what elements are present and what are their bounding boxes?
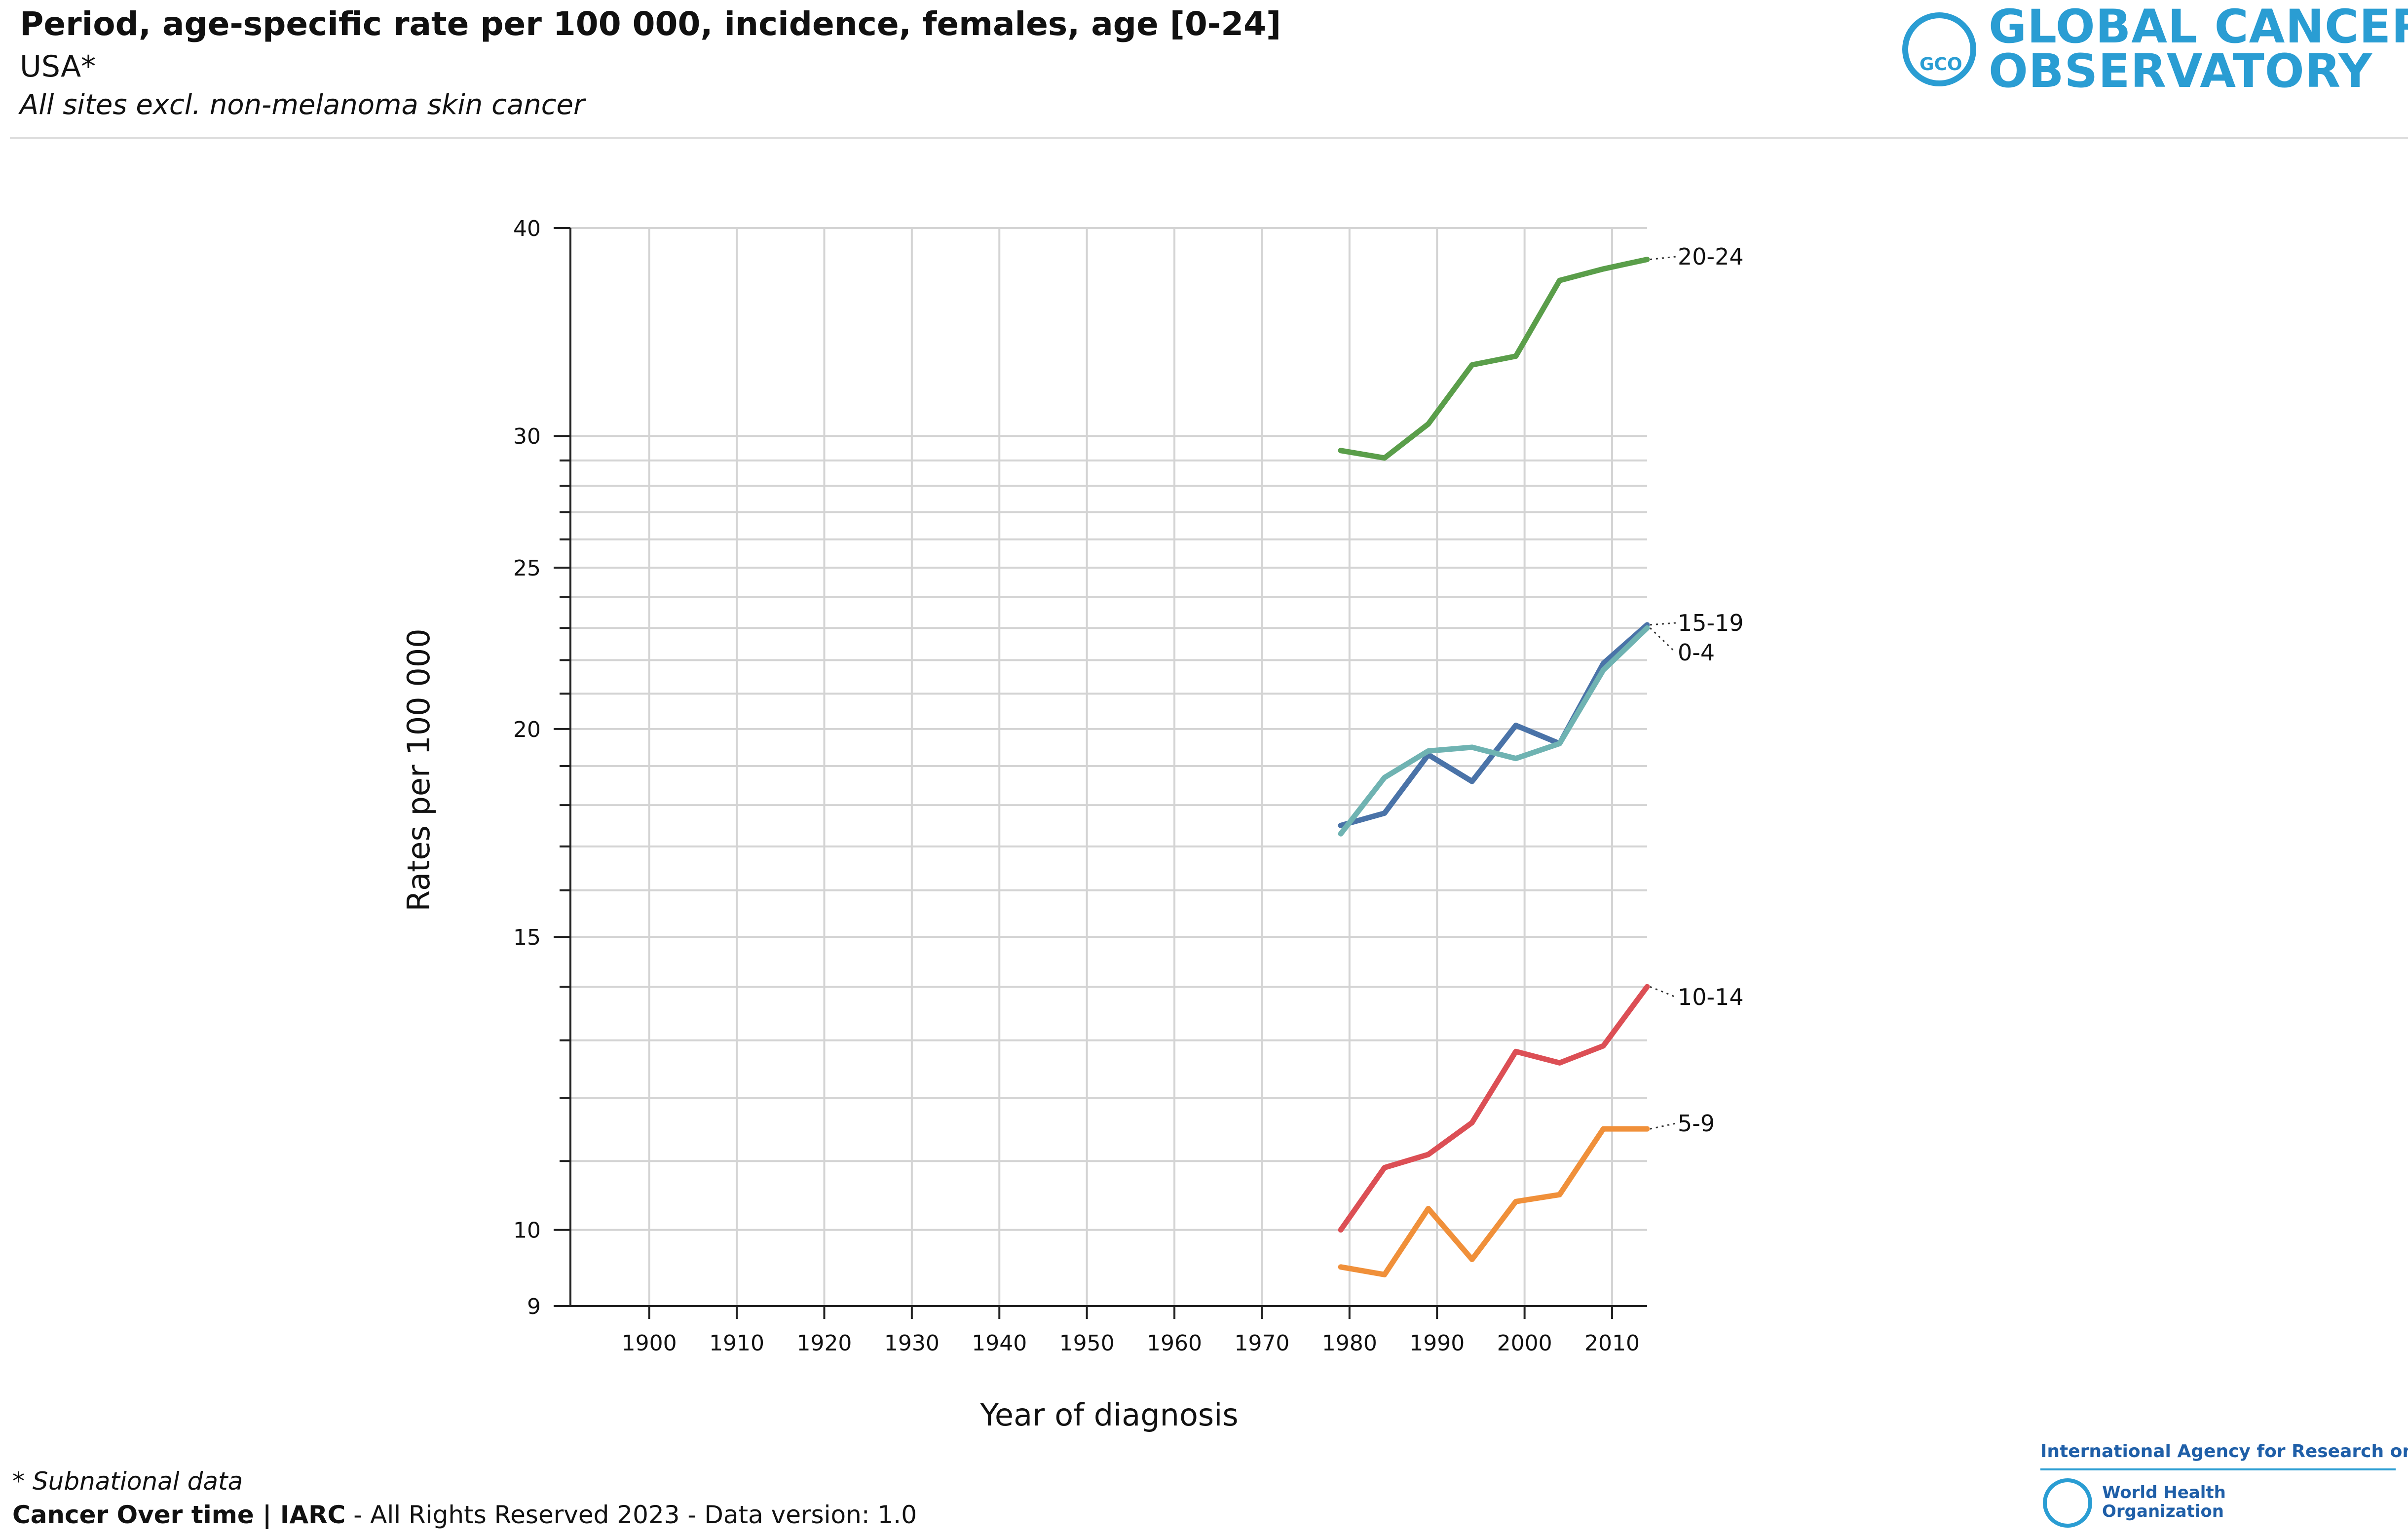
- data-point: [1339, 832, 1343, 836]
- x-tick-label: 1910: [709, 1331, 764, 1356]
- data-point: [1427, 1153, 1430, 1156]
- data-point: [1383, 776, 1386, 779]
- x-tick-label: 2000: [1497, 1331, 1552, 1356]
- data-point: [1470, 1258, 1474, 1261]
- footer-rights: - All Rights Reserved 2023 - Data versio…: [345, 1501, 917, 1529]
- x-axis-label: Year of diagnosis: [979, 1397, 1238, 1433]
- data-point: [1383, 1273, 1386, 1276]
- series-label-20-24: 20-24: [1678, 243, 1744, 270]
- y-tick-label: 25: [513, 556, 541, 581]
- series-label-15-19: 15-19: [1678, 610, 1744, 636]
- data-point: [1558, 1193, 1561, 1196]
- data-point: [1558, 742, 1561, 745]
- x-tick-label: 1960: [1147, 1331, 1202, 1356]
- x-tick-label: 1940: [972, 1331, 1027, 1356]
- y-tick-label: 40: [513, 216, 541, 241]
- data-point: [1339, 449, 1343, 452]
- label-leader: [1650, 622, 1676, 626]
- series-label-10-14: 10-14: [1678, 984, 1744, 1010]
- data-point: [1514, 1050, 1517, 1053]
- gco-logo: GLOBAL CANCER OBSERVATORY: [1989, 0, 2408, 98]
- header-divider: [10, 137, 2408, 139]
- iarc-logo: International Agency for Research on Can…: [2040, 1441, 2408, 1462]
- who-globe-icon: [2043, 1478, 2092, 1528]
- data-point: [1602, 1044, 1605, 1047]
- series-line-20-24: [1338, 257, 1650, 461]
- series-line-5-9: [1338, 1126, 1650, 1277]
- gco-emblem-text: GCO: [1919, 54, 1962, 75]
- x-tick-label: 1900: [622, 1331, 677, 1356]
- x-tick-label: 1950: [1059, 1331, 1115, 1356]
- x-tick-label: 1980: [1322, 1331, 1377, 1356]
- series-lines: [1338, 257, 1650, 1277]
- x-tick-label: 1990: [1409, 1331, 1465, 1356]
- data-point: [1427, 423, 1430, 426]
- gco-logo-line2: OBSERVATORY: [1989, 44, 2373, 98]
- data-point: [1470, 745, 1474, 749]
- x-tick-label: 1930: [884, 1331, 940, 1356]
- gco-logo-line1: GLOBAL CANCER: [1989, 0, 2408, 54]
- data-point: [1646, 626, 1649, 630]
- data-point: [1470, 780, 1474, 783]
- data-point: [1558, 279, 1561, 282]
- y-tick-label: 9: [527, 1294, 541, 1319]
- data-point: [1514, 354, 1517, 358]
- data-point: [1470, 1121, 1474, 1124]
- data-point: [1646, 1127, 1649, 1131]
- x-tick-label: 1920: [796, 1331, 852, 1356]
- x-tick-label: 2010: [1584, 1331, 1640, 1356]
- data-point: [1514, 1200, 1517, 1203]
- y-tick-label: 10: [513, 1218, 541, 1243]
- series-line-15-19: [1338, 622, 1650, 828]
- data-point: [1427, 749, 1430, 753]
- axes: 9 10 15 20 25 30 40 1900 1910 1920 1930 1940 1950 196…: [513, 216, 1647, 1356]
- data-point: [1646, 985, 1649, 989]
- who-line2: Organization: [2102, 1502, 2224, 1521]
- y-tick-label: 15: [513, 925, 541, 950]
- series-label-0-4: 0-4: [1678, 639, 1715, 666]
- footnote-subnational: * Subnational data: [12, 1467, 243, 1496]
- data-point: [1383, 1166, 1386, 1169]
- series-labels: 20-24 15-19 0-4 10-14 5-9: [1649, 243, 1744, 1137]
- x-tick-label: 1970: [1234, 1331, 1289, 1356]
- series-label-5-9: 5-9: [1678, 1110, 1715, 1137]
- data-point: [1383, 456, 1386, 460]
- data-point: [1602, 1127, 1605, 1131]
- label-leader: [1650, 1122, 1676, 1130]
- chart-title: Period, age-specific rate per 100 000, i…: [20, 5, 1281, 43]
- label-leader: [1650, 256, 1676, 261]
- footer-copyright: Cancer Over time | IARC - All Rights Res…: [12, 1501, 917, 1529]
- data-point: [1646, 258, 1649, 261]
- y-tick-label: 30: [513, 424, 541, 449]
- series-line-10-14: [1338, 984, 1650, 1233]
- chart-sites-caption: All sites excl. non-melanoma skin cancer: [20, 89, 585, 121]
- data-point: [1470, 363, 1474, 367]
- data-point: [1339, 1265, 1343, 1269]
- series-line-0-4: [1338, 625, 1650, 837]
- y-axis-label: Rates per 100 000: [401, 628, 437, 911]
- data-point: [1339, 824, 1343, 827]
- data-point: [1602, 668, 1605, 672]
- data-point: [1514, 724, 1517, 727]
- iarc-divider: [2040, 1468, 2396, 1470]
- data-point: [1558, 1061, 1561, 1065]
- data-point: [1427, 1207, 1430, 1210]
- data-point: [1339, 1228, 1343, 1232]
- who-logo: World Health Organization: [2102, 1483, 2226, 1521]
- y-tick-label: 20: [513, 717, 541, 742]
- label-leader: [1649, 627, 1677, 654]
- label-leader: [1650, 986, 1676, 998]
- chart-subtitle: USA*: [20, 49, 96, 84]
- data-point: [1602, 267, 1605, 270]
- data-point: [1383, 811, 1386, 815]
- footer-brand: Cancer Over time | IARC: [12, 1501, 346, 1529]
- data-point: [1514, 757, 1517, 760]
- who-line1: World Health: [2102, 1483, 2226, 1502]
- data-point: [1602, 661, 1605, 665]
